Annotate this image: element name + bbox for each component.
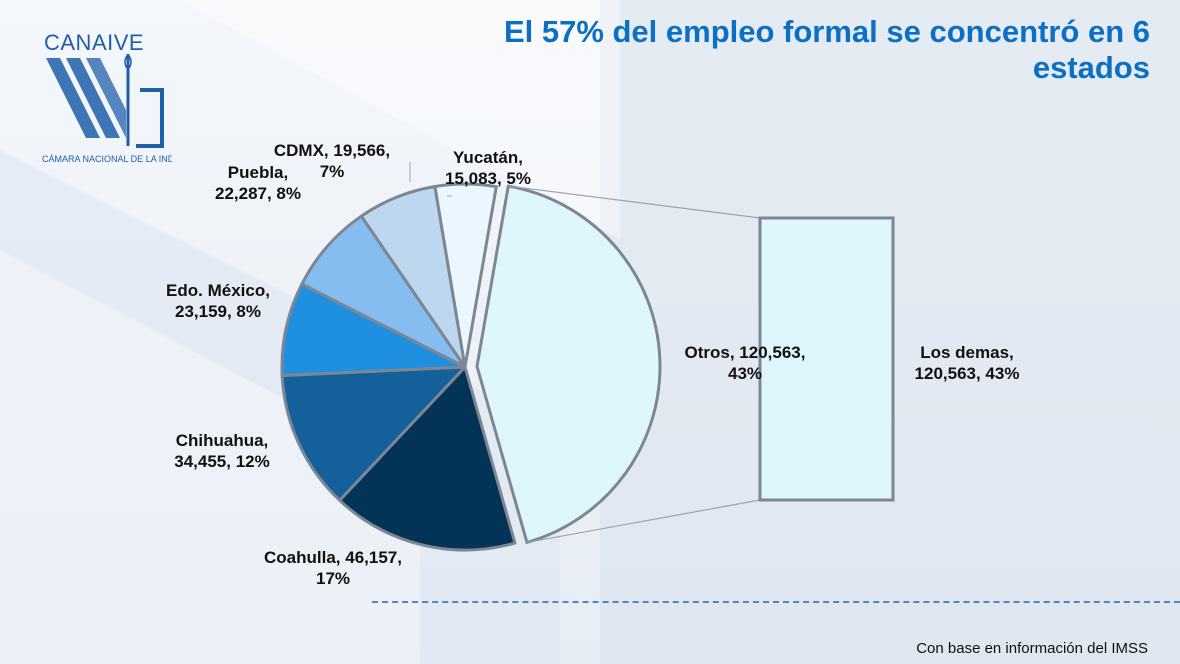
data-label-los-demas: Los demas, 120,563, 43% bbox=[915, 343, 1020, 383]
footer-divider bbox=[372, 601, 1180, 603]
source-note: Con base en información del IMSS bbox=[916, 640, 1148, 657]
pie-slice-chihuahua bbox=[280, 365, 467, 502]
page-title: El 57% del empleo formal se concentró en… bbox=[503, 14, 1150, 85]
data-label-otros: Otros, 120,563, 43% bbox=[685, 343, 806, 383]
connector-lines bbox=[508, 185, 761, 544]
data-labels: Otros, 120,563, 43% Coahulla, 46,157, 17% Ch… bbox=[166, 141, 1019, 588]
pie-slices bbox=[280, 182, 662, 552]
connector-line bbox=[508, 185, 761, 219]
data-label-cdmx: CDMX, 19,566, 7% bbox=[274, 141, 390, 181]
pie-slice-puebla bbox=[300, 214, 467, 369]
pie-slice-edo-m-xico bbox=[280, 282, 467, 378]
data-label-yucat-n: Yucatán, 15,083, 5% bbox=[445, 148, 531, 188]
connector-line bbox=[526, 499, 761, 544]
logo-subtitle: CÁMARA NACIONAL DE LA INDUSTRIA DEL VEST… bbox=[42, 154, 172, 164]
logo-mark bbox=[46, 54, 164, 148]
pie-slice-yucat-n bbox=[433, 182, 498, 369]
pie-slice-coahulla bbox=[338, 365, 517, 552]
data-label-chihuahua: Chihuahua, 34,455, 12% bbox=[174, 431, 269, 471]
data-label-coahulla: Coahulla, 46,157, 17% bbox=[264, 548, 402, 588]
data-label-puebla: Puebla, 22,287, 8% bbox=[215, 163, 301, 203]
logo-name: CANAIVE bbox=[44, 30, 145, 55]
secondary-bar-los-demas bbox=[758, 216, 895, 502]
data-label-edo-m-xico: Edo. México, 23,159, 8% bbox=[166, 281, 270, 321]
pie-slice-otros bbox=[475, 184, 662, 544]
